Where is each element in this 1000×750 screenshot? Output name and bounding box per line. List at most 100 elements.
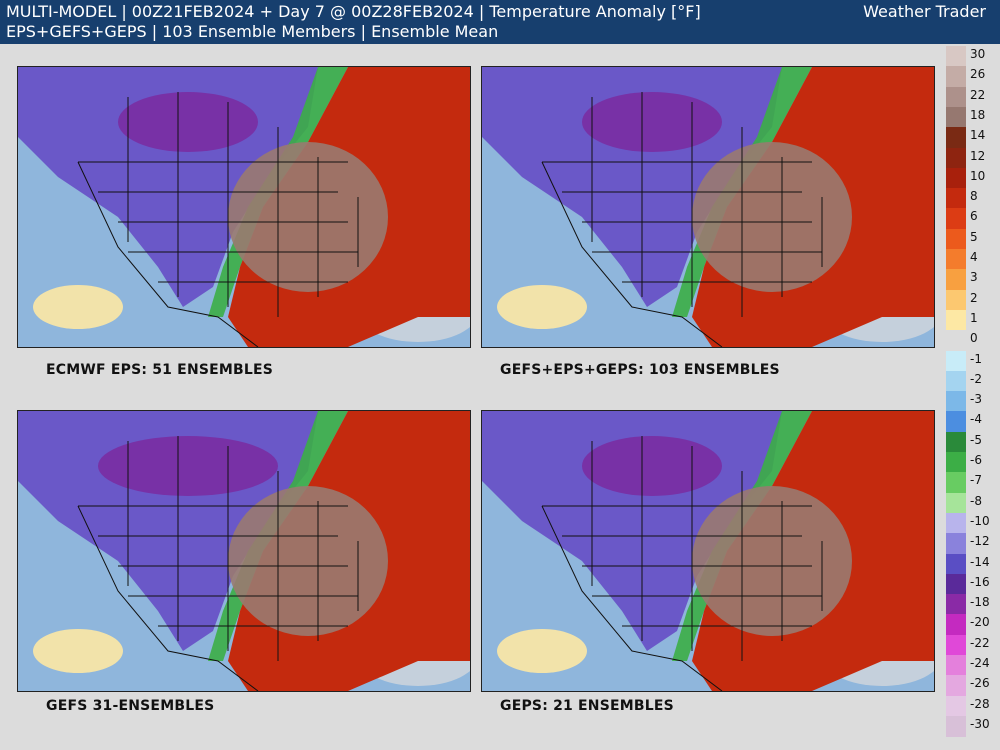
anomaly-map xyxy=(18,411,470,691)
legend-label: -10 xyxy=(970,513,990,528)
warm-ocean-patch xyxy=(33,629,123,673)
legend-swatch xyxy=(946,695,966,717)
legend-swatch xyxy=(946,391,966,412)
legend-swatch xyxy=(946,573,966,595)
boundary-lines xyxy=(541,436,823,691)
anomaly-map xyxy=(482,411,934,691)
legend-label: 14 xyxy=(970,128,986,143)
legend-label: -28 xyxy=(970,696,990,711)
legend-label: -22 xyxy=(970,635,990,650)
caption-combined: GEFS+EPS+GEPS: 103 ENSEMBLES xyxy=(500,362,780,378)
legend-label: 10 xyxy=(970,168,986,183)
legend-label: -26 xyxy=(970,676,990,691)
legend-swatch xyxy=(946,512,966,534)
legend-swatch xyxy=(946,46,966,67)
legend-swatch xyxy=(946,452,966,473)
legend-swatch xyxy=(946,249,966,270)
legend-label: -24 xyxy=(970,656,990,670)
legend-label: -7 xyxy=(970,473,982,488)
legend-swatch xyxy=(946,411,966,433)
legend-swatch xyxy=(946,269,966,291)
legend-label: -12 xyxy=(970,534,990,549)
legend-label: 12 xyxy=(970,148,986,163)
color-legend: 30 26 22 18 14 12 10 8 6 5 4 3 2 1 0 -1 -2 -3 -4 -5 -6 -7 -8 -1… xyxy=(944,46,1000,746)
legend-label: 3 xyxy=(970,270,978,285)
hot-anomaly-core xyxy=(228,142,388,292)
legend-label: 0 xyxy=(970,331,978,346)
legend-label: -1 xyxy=(970,351,982,366)
legend-swatch xyxy=(946,208,966,230)
legend-swatch xyxy=(946,147,966,169)
very-cold-anomaly-core xyxy=(98,436,278,496)
legend-label: -8 xyxy=(970,493,982,508)
warm-ocean-patch xyxy=(497,285,587,329)
legend-label: 22 xyxy=(970,87,986,102)
hot-anomaly-core xyxy=(692,142,852,292)
header-line-2: EPS+GEFS+GEPS | 103 Ensemble Members | E… xyxy=(6,22,499,41)
map-panel-geps xyxy=(481,410,935,692)
legend-swatch xyxy=(946,675,966,697)
boundary-line xyxy=(77,505,259,691)
legend-label: 18 xyxy=(970,107,986,122)
legend-swatch xyxy=(946,289,966,311)
legend-label: 4 xyxy=(970,250,978,264)
legend-swatch xyxy=(946,370,966,392)
legend-label: 6 xyxy=(970,209,978,224)
caption-gefs: GEFS 31-ENSEMBLES xyxy=(46,698,215,714)
legend-swatch xyxy=(946,655,966,676)
legend-label: -14 xyxy=(970,554,990,569)
boundary-line xyxy=(541,161,723,347)
legend-label: 30 xyxy=(970,47,986,61)
very-cold-anomaly-core xyxy=(582,92,722,152)
very-cold-anomaly-core xyxy=(118,92,258,152)
legend-swatch xyxy=(946,86,966,108)
legend-swatch xyxy=(946,431,966,453)
legend-label: -4 xyxy=(970,412,982,427)
boundary-lines xyxy=(77,436,359,691)
boundary-lines xyxy=(77,92,359,347)
caption-geps: GEPS: 21 ENSEMBLES xyxy=(500,698,674,714)
map-panel-gefs xyxy=(17,410,471,692)
legend-swatch xyxy=(946,309,966,331)
legend-label: -30 xyxy=(970,716,990,731)
hot-anomaly-core xyxy=(692,486,852,636)
legend-swatch xyxy=(946,228,966,250)
legend-label: 2 xyxy=(970,290,978,305)
legend-swatch xyxy=(946,106,966,128)
legend-label: -20 xyxy=(970,615,990,630)
legend-label: -5 xyxy=(970,432,982,447)
anomaly-map xyxy=(18,67,470,347)
brand-label: Weather Trader xyxy=(863,2,986,21)
boundary-line xyxy=(541,505,723,691)
legend-swatch xyxy=(946,167,966,189)
legend-swatch xyxy=(946,66,966,88)
anomaly-map xyxy=(482,67,934,347)
legend-swatch xyxy=(946,350,966,372)
legend-label: 1 xyxy=(970,310,978,325)
legend-swatch xyxy=(946,715,966,737)
legend-label: 26 xyxy=(970,67,986,82)
map-panel-ecmwf xyxy=(17,66,471,348)
legend-label: 5 xyxy=(970,229,978,244)
hot-anomaly-core xyxy=(228,486,388,636)
legend-label: -18 xyxy=(970,595,990,610)
legend-label: -2 xyxy=(970,371,982,386)
legend-swatch xyxy=(946,594,966,615)
very-cold-anomaly-core xyxy=(582,436,722,496)
legend-swatch xyxy=(946,553,966,575)
legend-swatch xyxy=(946,330,966,351)
boundary-lines xyxy=(541,92,823,347)
boundary-line xyxy=(77,161,259,347)
legend-swatch xyxy=(946,127,966,148)
chart-header: MULTI-MODEL | 00Z21FEB2024 + Day 7 @ 00Z… xyxy=(0,0,1000,44)
legend-label: 8 xyxy=(970,189,978,204)
legend-swatch xyxy=(946,492,966,514)
map-panel-combined xyxy=(481,66,935,348)
legend-swatch xyxy=(946,634,966,656)
legend-swatch xyxy=(946,472,966,494)
header-line-1: MULTI-MODEL | 00Z21FEB2024 + Day 7 @ 00Z… xyxy=(6,2,701,21)
legend-label: -16 xyxy=(970,574,990,589)
legend-swatch xyxy=(946,188,966,209)
legend-label: -3 xyxy=(970,392,982,407)
caption-ecmwf: ECMWF EPS: 51 ENSEMBLES xyxy=(46,362,274,378)
